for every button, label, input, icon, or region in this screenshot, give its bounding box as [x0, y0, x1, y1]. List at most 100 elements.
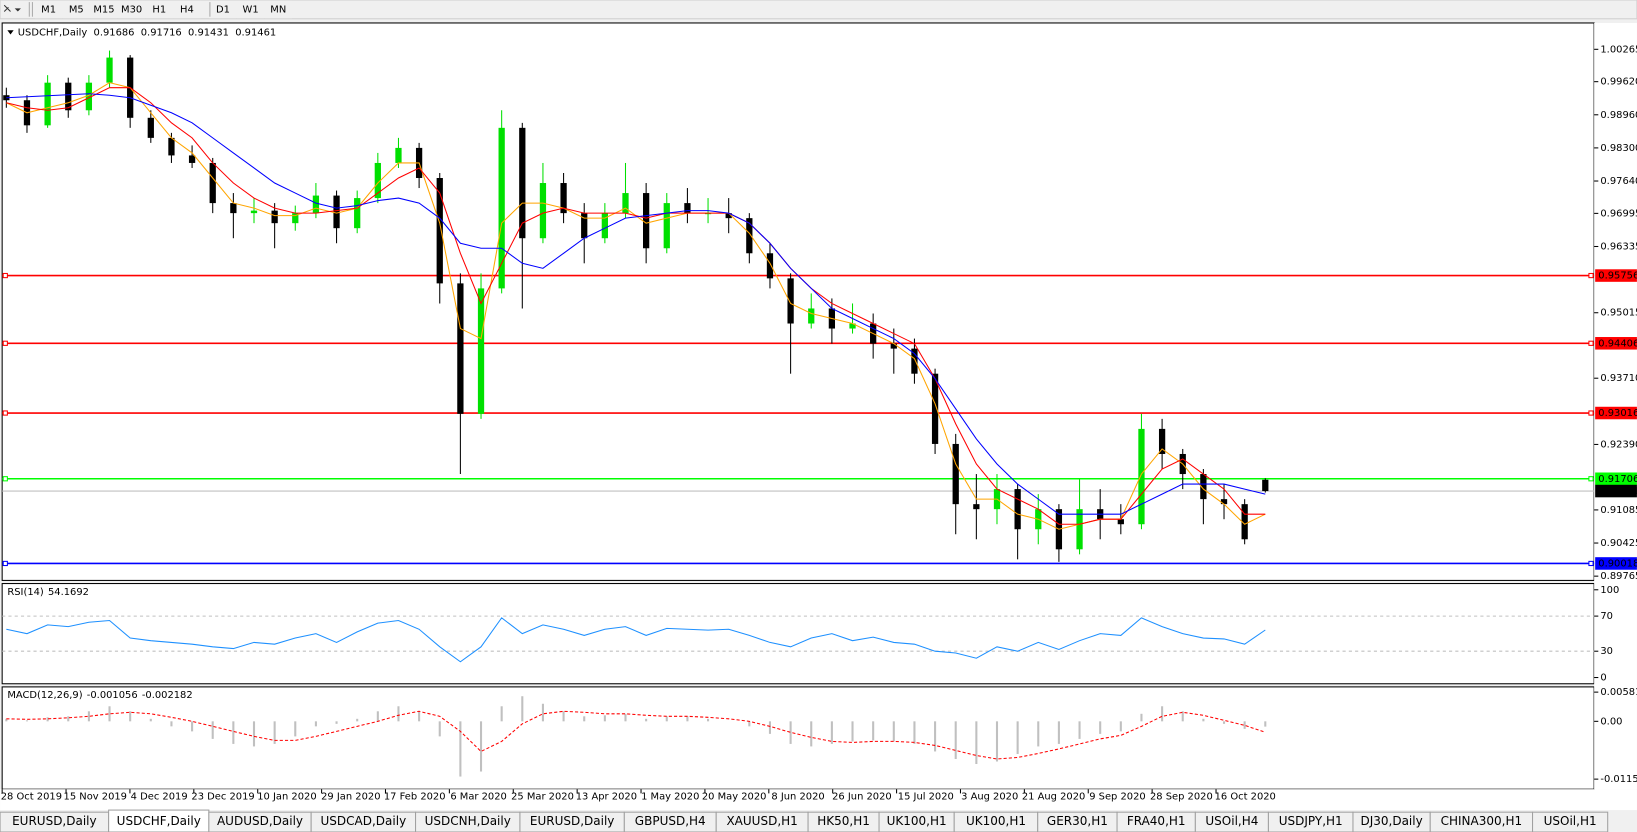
level-label: 0.95756	[1598, 271, 1637, 282]
level-handle[interactable]	[1588, 560, 1594, 567]
level-handle[interactable]	[2, 476, 8, 482]
level-handle[interactable]	[2, 272, 8, 279]
tab-label[interactable]: HK50,H1	[817, 814, 870, 828]
tab[interactable]: AUDUSD,Daily	[208, 811, 312, 832]
candle-body	[333, 195, 340, 229]
tab-label[interactable]: UK100,H1	[887, 814, 947, 828]
period-label[interactable]: D1	[216, 4, 230, 15]
level-handle[interactable]	[2, 340, 8, 346]
level-handle[interactable]	[1588, 272, 1594, 279]
period-button[interactable]	[173, 0, 201, 19]
tab-label[interactable]: USDCHF,Daily	[117, 814, 201, 828]
tab-label[interactable]: USOil,H1	[1544, 814, 1597, 828]
period-button[interactable]	[35, 0, 63, 19]
period-button[interactable]	[62, 0, 90, 19]
level-handle[interactable]	[2, 560, 8, 567]
candle-body	[250, 210, 258, 214]
tab-label[interactable]: GER30,H1	[1047, 814, 1108, 828]
tab[interactable]: USOil,H4	[1194, 811, 1269, 832]
period-button[interactable]	[145, 0, 173, 19]
period-label[interactable]: H4	[180, 4, 194, 15]
period-label[interactable]: H1	[152, 4, 166, 15]
tab[interactable]: USDCHF,Daily	[108, 809, 210, 832]
y-tick-label: 0.90425	[1600, 538, 1637, 549]
period-button[interactable]	[264, 0, 292, 19]
candle-body	[65, 82, 72, 111]
level-label-box	[1595, 557, 1637, 570]
level-handle[interactable]	[2, 410, 8, 416]
rsi-line	[6, 617, 1266, 663]
candle-body	[312, 195, 320, 214]
tab[interactable]: FRA40,H1	[1116, 811, 1196, 832]
tab[interactable]: USDJPY,H1	[1267, 811, 1354, 832]
tab-label[interactable]: EURUSD,Daily	[12, 814, 97, 828]
price-axis	[1594, 22, 1637, 790]
tab-label[interactable]: AUDUSD,Daily	[217, 814, 303, 828]
candle-body	[230, 203, 237, 214]
tab-label[interactable]: USOil,H4	[1205, 814, 1258, 828]
tab[interactable]: UK100,H1	[878, 811, 955, 832]
candle-body	[85, 82, 93, 111]
title-arrow	[7, 30, 14, 35]
candle-body	[952, 443, 959, 505]
y-tick-label: 1.00265	[1600, 44, 1637, 55]
tab-label[interactable]: CHINA300,H1	[1441, 814, 1523, 828]
tab[interactable]: HK50,H1	[807, 811, 880, 832]
candle-body	[1117, 519, 1124, 525]
chart-title: USDCHF,Daily 0.91686 0.91716 0.91431 0.91461	[18, 27, 276, 38]
level-handle[interactable]	[1588, 410, 1594, 416]
tab-label[interactable]: USDCNH,Daily	[425, 814, 511, 828]
tab[interactable]: CHINA300,H1	[1429, 811, 1534, 832]
tab[interactable]: XAUUSD,H1	[715, 811, 809, 832]
x-tick-label: 10 Jan 2020	[257, 792, 316, 803]
candle-body	[643, 193, 650, 249]
tab-label[interactable]: XAUUSD,H1	[726, 814, 797, 828]
candle-body	[725, 213, 732, 219]
x-tick-label: 3 Aug 2020	[961, 792, 1018, 803]
time-axis	[0, 789, 1637, 811]
candle-body	[292, 213, 299, 224]
tab-label[interactable]: FRA40,H1	[1127, 814, 1186, 828]
candle-body	[1014, 489, 1021, 530]
tab[interactable]: UK100,H1	[953, 811, 1039, 832]
period-button[interactable]	[237, 0, 265, 19]
tab-label[interactable]: GBPUSD,H4	[635, 814, 706, 828]
y-tick-label: 0.96335	[1600, 241, 1637, 252]
tab[interactable]: EURUSD,Daily	[519, 811, 625, 832]
x-tick-label: 23 Dec 2019	[191, 792, 254, 803]
dropdown-arrow[interactable]	[14, 8, 21, 12]
indicator-title: MACD(12,26,9) -0.001056 -0.002182	[7, 690, 192, 701]
period-button[interactable]	[118, 0, 146, 19]
moving-average	[6, 87, 1266, 525]
period-label[interactable]: M30	[121, 4, 142, 15]
rsi-panel	[1, 583, 1595, 685]
period-label[interactable]: M1	[41, 4, 56, 15]
period-label[interactable]: MN	[270, 4, 286, 15]
tab-label[interactable]: USDJPY,H1	[1279, 814, 1343, 828]
candle-body	[663, 203, 670, 249]
tab-label[interactable]: USDCAD,Daily	[321, 814, 407, 828]
level-handle[interactable]	[1588, 340, 1594, 346]
period-label[interactable]: M5	[69, 4, 84, 15]
tab-label[interactable]: UK100,H1	[966, 814, 1026, 828]
period-label[interactable]: M15	[93, 4, 114, 15]
tab-label[interactable]: DJ30,Daily	[1360, 814, 1422, 828]
tab[interactable]: GER30,H1	[1037, 811, 1118, 832]
tab-label[interactable]: EURUSD,Daily	[530, 814, 615, 828]
tab[interactable]: USDCNH,Daily	[415, 811, 521, 832]
tab-background[interactable]	[1532, 811, 1609, 832]
x-tick-label: 8 Jun 2020	[771, 792, 824, 803]
tab[interactable]: USDCAD,Daily	[310, 811, 417, 832]
tab[interactable]: GBPUSD,H4	[623, 811, 717, 832]
period-label[interactable]: W1	[243, 4, 259, 15]
tab[interactable]: EURUSD,Daily	[0, 811, 110, 832]
level-handle[interactable]	[1588, 476, 1594, 482]
cursor-icon[interactable]	[3, 4, 11, 12]
candle-body	[1241, 504, 1248, 540]
tab[interactable]: USOil,H1	[1532, 811, 1609, 832]
tab[interactable]: DJ30,Daily	[1352, 811, 1431, 832]
period-button[interactable]	[90, 0, 118, 19]
